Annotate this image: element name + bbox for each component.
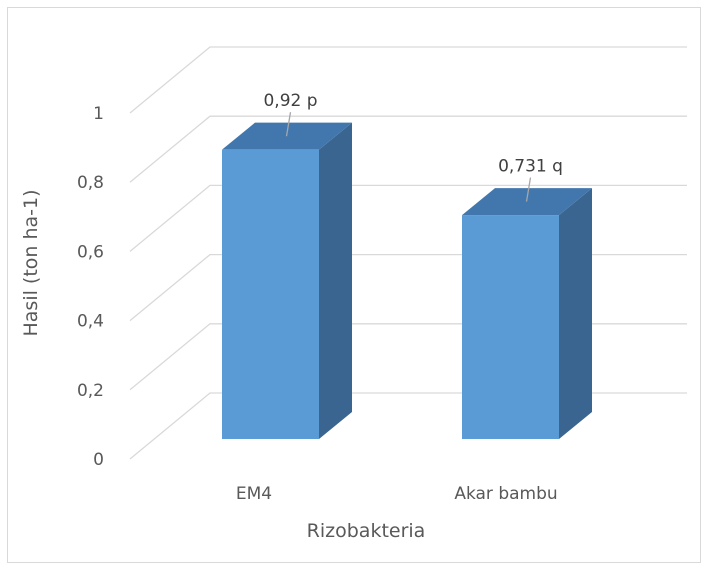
bar-front <box>222 149 319 439</box>
category-labels: EM4 Akar bambu <box>236 484 558 504</box>
category-label: Akar bambu <box>454 484 557 504</box>
data-label: 0,731 q <box>498 157 563 177</box>
data-label: 0,92 p <box>263 91 317 111</box>
bar-front <box>462 215 559 439</box>
gridline <box>129 184 687 252</box>
category-label: EM4 <box>236 484 272 504</box>
y-tick-label: 0,2 <box>77 381 104 401</box>
y-tick-label: 0,6 <box>77 242 104 262</box>
gridline <box>129 392 687 460</box>
chart-frame <box>7 7 701 563</box>
x-axis-title: Rizobakteria <box>307 520 426 542</box>
gridline <box>129 253 687 322</box>
y-tick-label: 0 <box>93 450 104 470</box>
y-tick-label: 1 <box>93 104 104 124</box>
data-label-leader <box>525 177 532 202</box>
gridline <box>129 323 687 391</box>
y-tick-label: 0,4 <box>77 312 104 332</box>
gridline <box>129 115 687 183</box>
y-axis-title: Hasil (ton ha-1) <box>20 189 42 336</box>
bar <box>462 188 592 439</box>
bars <box>222 122 592 440</box>
gridlines <box>129 46 687 460</box>
data-label-leader <box>285 112 292 137</box>
bar-side <box>559 188 592 439</box>
bar <box>222 122 352 440</box>
y-tick-label: 0,8 <box>77 173 104 193</box>
bar-side <box>319 122 352 440</box>
y-tick-labels: 0 0,2 0,4 0,6 0,8 1 <box>77 104 104 470</box>
gridline <box>129 46 687 114</box>
data-labels: 0,92 p 0,731 q <box>263 91 563 202</box>
